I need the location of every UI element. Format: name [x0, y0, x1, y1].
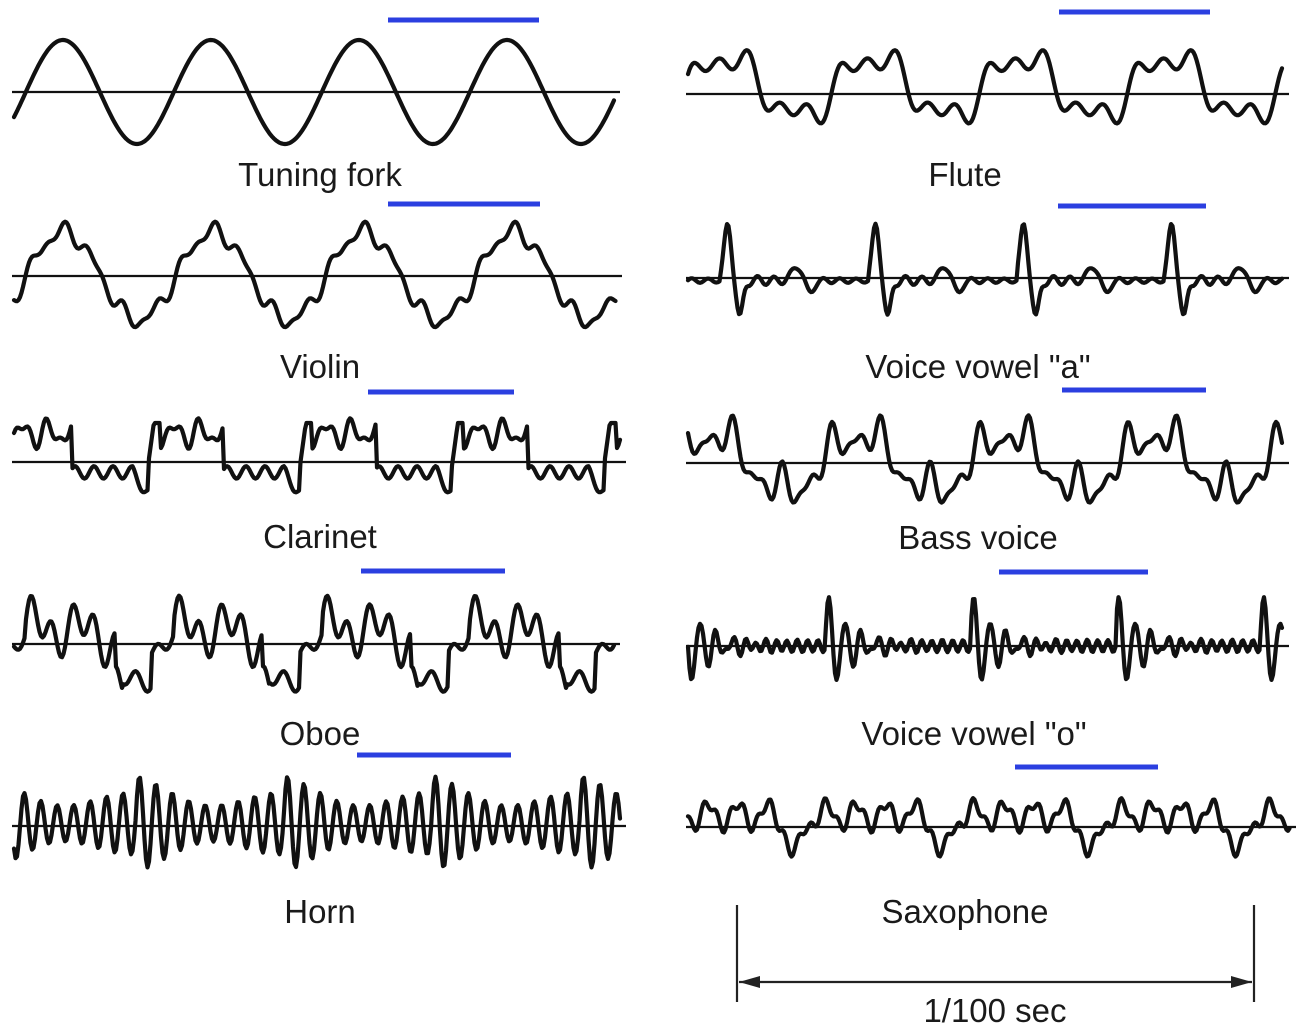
waveform-label: Flute — [928, 156, 1001, 193]
waveform-trace — [11, 774, 623, 870]
panel-oboe: Oboe — [11, 568, 620, 752]
panel-violin: Violin — [11, 201, 622, 385]
scale-right-arrowhead — [1231, 976, 1252, 988]
waveform-label: Voice vowel "a" — [865, 348, 1090, 385]
panel-voice-vowel-a: Voice vowel "a" — [685, 203, 1289, 385]
panel-horn: Horn — [11, 752, 626, 930]
panel-saxophone: Saxophone — [685, 764, 1296, 930]
panel-voice-vowel-o: Voice vowel "o" — [685, 569, 1289, 752]
waveform-trace — [11, 593, 617, 694]
panel-clarinet: Clarinet — [11, 389, 626, 555]
scale-left-arrowhead — [739, 976, 760, 988]
panel-flute: Flute — [685, 9, 1289, 193]
waveform-trace — [11, 37, 617, 147]
panel-bass-voice: Bass voice — [685, 387, 1289, 556]
waveform-trace — [685, 221, 1285, 317]
waveform-label: Tuning fork — [238, 156, 402, 193]
waveform-label: Voice vowel "o" — [861, 715, 1086, 752]
waveform-label: Horn — [284, 893, 356, 930]
waveform-label: Violin — [280, 348, 360, 385]
waveform-trace — [685, 413, 1285, 505]
waveform-trace — [685, 595, 1285, 682]
waveform-trace — [11, 416, 623, 495]
time-scale-label: 1/100 sec — [923, 992, 1066, 1026]
waveform-panels: Tuning fork Flute Violin Voice vowel "a" Cla… — [11, 9, 1296, 930]
waveform-trace — [11, 219, 618, 330]
time-scale-bar: 1/100 sec — [735, 905, 1256, 1026]
waveform-label: Saxophone — [882, 893, 1049, 930]
waveform-label: Bass voice — [898, 519, 1058, 556]
waveform-label: Clarinet — [263, 518, 377, 555]
waveform-trace — [685, 48, 1285, 126]
waveform-label: Oboe — [280, 715, 361, 752]
panel-tuning-fork: Tuning fork — [11, 17, 620, 193]
waveform-trace — [685, 796, 1292, 859]
